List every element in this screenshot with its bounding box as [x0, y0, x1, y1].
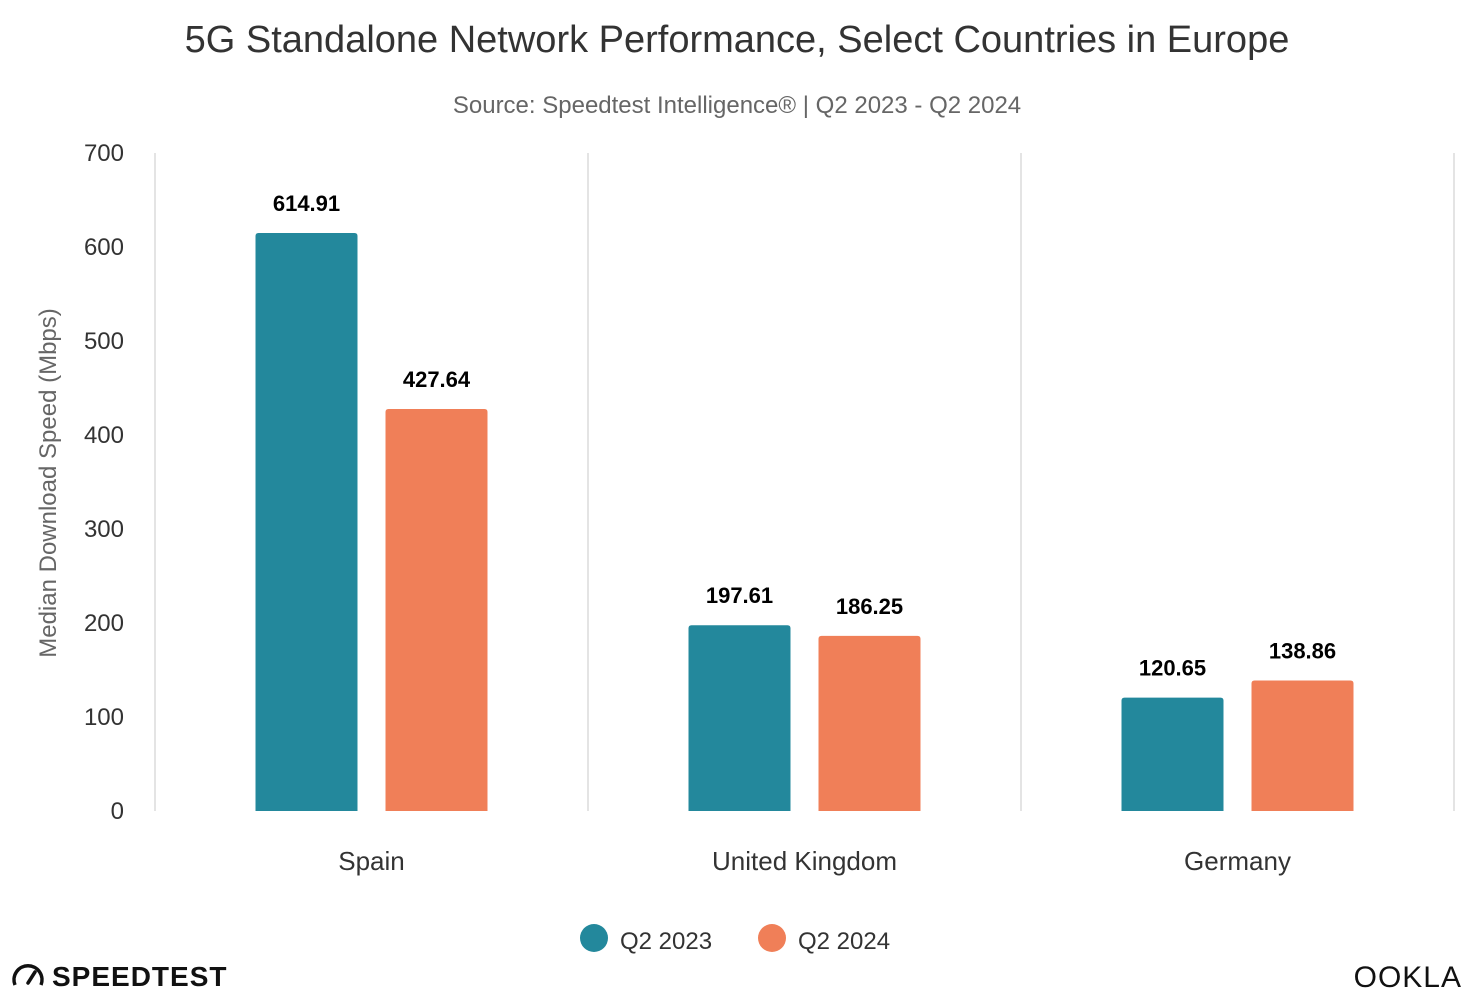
legend-label: Q2 2023: [620, 928, 712, 955]
y-tick-label: 500: [84, 328, 124, 355]
data-label: 138.86: [1269, 638, 1336, 663]
y-axis-ticks: 0 100 200 300 400 500 600 700: [84, 140, 124, 825]
bar: [1121, 697, 1224, 811]
legend-swatch: [580, 924, 608, 952]
x-tick-label: Germany: [1184, 846, 1291, 876]
bars: 614.91 427.64 197.61 186.25 120.65 138.86: [255, 191, 1354, 811]
data-label: 186.25: [836, 594, 903, 619]
chart-subtitle: Source: Speedtest Intelligence® | Q2 202…: [453, 92, 1021, 119]
legend-swatch: [758, 924, 786, 952]
y-tick-label: 100: [84, 704, 124, 731]
y-tick-label: 700: [84, 140, 124, 167]
data-label: 614.91: [273, 191, 340, 216]
bar: [688, 625, 791, 811]
chart-title: 5G Standalone Network Performance, Selec…: [185, 19, 1290, 61]
bar: [1251, 680, 1354, 811]
bar: [818, 635, 921, 811]
x-tick-label: United Kingdom: [712, 846, 897, 876]
y-tick-label: 300: [84, 516, 124, 543]
legend: Q2 2023 Q2 2024: [580, 924, 890, 955]
bar: [255, 232, 358, 811]
legend-label: Q2 2024: [798, 928, 890, 955]
grid-lines: [154, 153, 1455, 811]
speedtest-logo: SPEEDTEST: [12, 961, 227, 992]
ookla-logo: OOKLA: [1354, 961, 1462, 994]
x-tick-label: Spain: [338, 846, 405, 876]
speedtest-wordmark: SPEEDTEST: [52, 961, 227, 992]
y-tick-label: 0: [111, 798, 124, 825]
bar: [385, 409, 488, 811]
category-labels: Spain United Kingdom Germany: [338, 846, 1291, 876]
y-axis-label: Median Download Speed (Mbps): [35, 308, 62, 658]
data-label: 120.65: [1139, 656, 1206, 681]
y-tick-label: 400: [84, 422, 124, 449]
data-label: 427.64: [403, 367, 471, 392]
y-tick-label: 200: [84, 610, 124, 637]
y-tick-label: 600: [84, 234, 124, 261]
speedometer-icon: [12, 964, 44, 986]
data-label: 197.61: [706, 583, 773, 608]
